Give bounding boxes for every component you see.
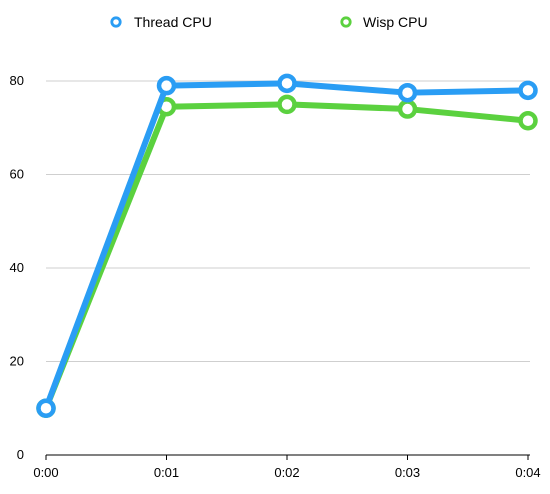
data-point-thread-cpu-3 [397, 82, 418, 103]
data-point-thread-cpu-0 [36, 398, 56, 418]
x-tick-label-0: 0:00 [33, 465, 58, 480]
data-point-thread-cpu-1 [156, 75, 177, 96]
y-tick-label-40: 40 [10, 260, 24, 275]
x-tick-label-4: 0:04 [515, 465, 540, 480]
data-point-thread-cpu-2 [277, 73, 297, 94]
legend-label-thread-cpu: Thread CPU [134, 14, 212, 30]
y-tick-label-20: 20 [10, 354, 24, 369]
x-axis: 0:00 0:01 0:02 0:03 0:04 [33, 455, 541, 480]
y-tick-label-0: 0 [17, 447, 24, 462]
x-tick-label-1: 0:01 [154, 465, 179, 480]
data-point-wisp-cpu-3 [397, 99, 418, 119]
x-tick-label-3: 0:03 [395, 465, 420, 480]
legend-item-wisp-cpu: Wisp CPU [340, 14, 428, 30]
gridlines [46, 80, 530, 456]
legend-marker-thread-cpu [110, 16, 122, 28]
series-thread-cpu [36, 73, 538, 418]
legend: Thread CPU Wisp CPU [110, 14, 428, 30]
data-point-wisp-cpu-4 [518, 110, 538, 131]
y-tick-label-60: 60 [10, 167, 24, 182]
x-tick-label-2: 0:02 [274, 465, 299, 480]
series-line-wisp-cpu [43, 101, 531, 412]
series-layer [36, 73, 538, 418]
series-wisp-cpu [36, 94, 538, 418]
data-point-thread-cpu-4 [518, 80, 538, 101]
legend-marker-wisp-cpu [340, 16, 352, 28]
legend-item-thread-cpu: Thread CPU [110, 14, 212, 30]
y-axis: 0 20 40 60 80 [10, 73, 24, 462]
y-tick-label-80: 80 [10, 73, 24, 88]
data-point-wisp-cpu-2 [277, 94, 297, 115]
series-line-thread-cpu [43, 80, 531, 412]
legend-label-wisp-cpu: Wisp CPU [363, 14, 428, 30]
